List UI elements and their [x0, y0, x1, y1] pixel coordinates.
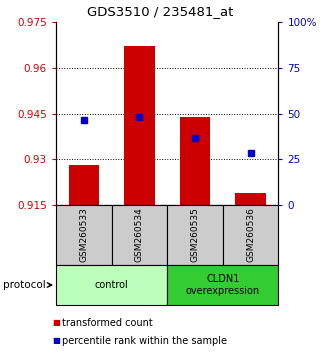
Bar	[167, 265, 278, 305]
Text: ■: ■	[52, 319, 60, 327]
Text: GSM260536: GSM260536	[246, 207, 255, 262]
Text: percentile rank within the sample: percentile rank within the sample	[62, 336, 228, 346]
Text: GSM260533: GSM260533	[79, 207, 88, 262]
Bar	[56, 205, 112, 265]
Text: GDS3510 / 235481_at: GDS3510 / 235481_at	[87, 5, 233, 18]
Bar	[56, 265, 167, 305]
Bar	[223, 205, 278, 265]
Text: GSM260535: GSM260535	[190, 207, 199, 262]
Text: transformed count: transformed count	[62, 318, 153, 328]
Bar	[180, 116, 210, 205]
Bar	[124, 46, 155, 205]
Text: protocol: protocol	[3, 280, 46, 290]
Bar	[235, 193, 266, 205]
Text: control: control	[95, 280, 128, 290]
Bar	[68, 165, 99, 205]
Bar	[167, 205, 223, 265]
Text: CLDN1
overexpression: CLDN1 overexpression	[186, 274, 260, 296]
Text: GSM260534: GSM260534	[135, 208, 144, 262]
Bar	[112, 205, 167, 265]
Text: ■: ■	[52, 337, 60, 346]
